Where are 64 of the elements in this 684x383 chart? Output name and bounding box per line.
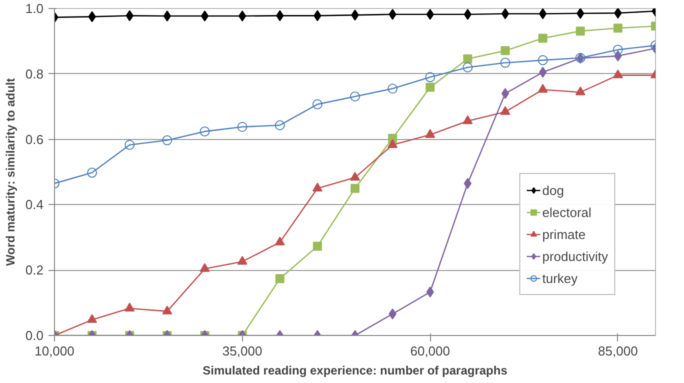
point [350, 91, 360, 102]
point [388, 139, 398, 148]
y-axis-title: Word maturity: similarity to adult [3, 78, 18, 266]
point [538, 84, 548, 93]
legend-label: electoral [542, 204, 592, 220]
point [501, 88, 510, 100]
y-tick-label: 0.2 [25, 262, 44, 278]
point [200, 10, 209, 22]
point [538, 8, 547, 20]
point [350, 184, 360, 193]
point [538, 34, 548, 43]
point [87, 168, 98, 178]
point [162, 135, 172, 146]
point [538, 55, 548, 66]
point [237, 256, 248, 265]
point [614, 8, 622, 19]
point [612, 70, 623, 78]
point [538, 66, 547, 78]
legend-label: primate [542, 226, 586, 242]
y-tick-label: 0.6 [25, 132, 44, 147]
point [463, 54, 472, 64]
legend-label: dog [542, 182, 564, 198]
point [238, 10, 246, 22]
point [576, 8, 584, 19]
point [464, 178, 472, 189]
legend-label: productivity [542, 248, 608, 264]
point [124, 302, 135, 312]
point [388, 84, 398, 94]
x-tick-label: 60,000 [410, 344, 450, 358]
point [274, 236, 285, 246]
y-tick-label: 0.4 [25, 197, 44, 212]
y-tick-label: 0.0 [25, 328, 44, 343]
point [163, 10, 172, 22]
point [426, 82, 435, 92]
point [87, 314, 98, 323]
x-tick-label: 35,000 [222, 344, 262, 358]
x-tick-label: 85,000 [598, 344, 638, 358]
point [162, 306, 172, 314]
y-tick-label: 0.8 [25, 66, 44, 82]
point [425, 129, 436, 138]
point [312, 99, 322, 110]
point [274, 120, 285, 130]
point [462, 62, 473, 72]
point [200, 126, 210, 136]
point [575, 86, 586, 96]
point [500, 106, 510, 115]
point [425, 72, 436, 82]
x-axis-title: Simulated reading experience: number of paragraphs [202, 364, 508, 378]
point [500, 58, 510, 68]
point [613, 24, 622, 33]
point [576, 26, 585, 36]
point [612, 44, 623, 55]
point [312, 182, 322, 192]
point [200, 263, 210, 272]
x-tick-label: 10,000 [34, 344, 74, 358]
point [124, 140, 135, 150]
point [464, 8, 472, 20]
point [350, 172, 360, 181]
point [462, 115, 473, 124]
point [237, 122, 248, 132]
point [500, 46, 510, 56]
legend-label: turkey [542, 270, 578, 286]
y-tick-label: 1.0 [25, 1, 44, 16]
point [501, 8, 510, 20]
